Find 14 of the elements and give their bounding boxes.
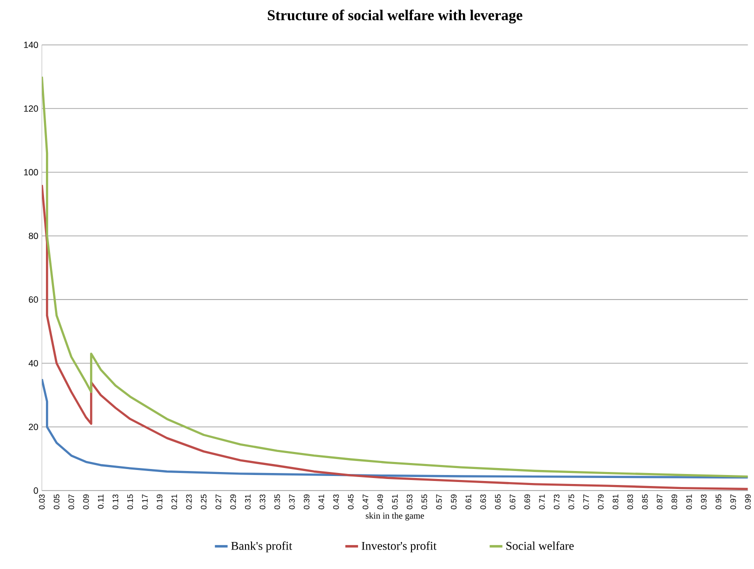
chart-title: Structure of social welfare with leverage	[268, 9, 522, 24]
y-tick-label: 140	[24, 42, 38, 48]
legend-label: Bank's profit	[231, 541, 292, 552]
y-tick-label: 100	[24, 168, 38, 176]
y-tick-label: 40	[28, 360, 38, 366]
legend-label: Investor's profit	[362, 541, 437, 552]
legend-label: Social welfare	[506, 541, 574, 550]
y-tick-label: 80	[28, 232, 38, 239]
line-series	[42, 75, 748, 478]
y-tick-label: 0	[34, 487, 38, 494]
x-axis-title: skin in the game	[366, 512, 424, 520]
y-tick-label: 120	[24, 105, 38, 112]
y-tick-label: 20	[28, 424, 38, 430]
y-tick-label: 60	[28, 296, 38, 303]
